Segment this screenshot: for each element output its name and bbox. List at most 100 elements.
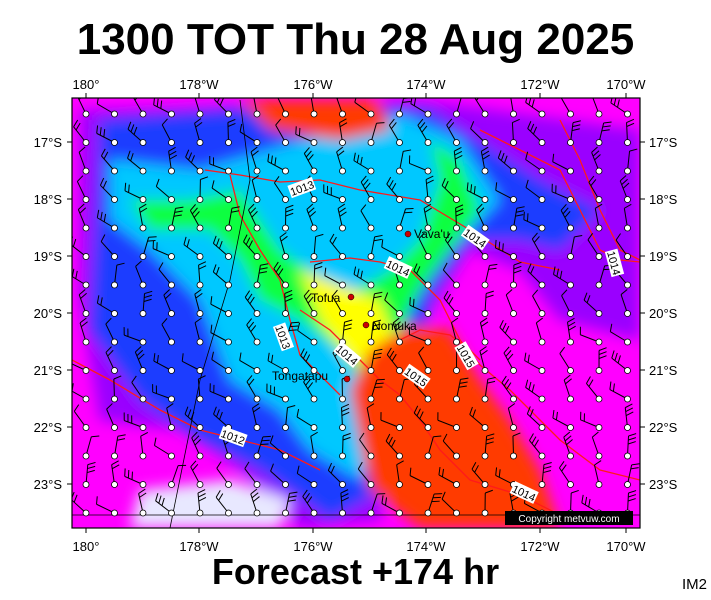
station-circle bbox=[424, 424, 432, 431]
wind-barb-flag bbox=[309, 211, 317, 218]
lon-label: 180° bbox=[73, 539, 100, 554]
wind-barb-flag bbox=[619, 175, 627, 182]
station-circle bbox=[624, 424, 631, 431]
wind-barb-flag bbox=[86, 469, 95, 474]
lon-label: 176°W bbox=[293, 77, 333, 92]
station-circle bbox=[310, 167, 318, 175]
wind-barb-flag bbox=[197, 489, 206, 494]
wind-barb-flag bbox=[588, 379, 594, 387]
station-circle bbox=[196, 367, 204, 374]
wind-barb-flag bbox=[195, 121, 203, 128]
station-circle bbox=[168, 253, 175, 260]
place-marker-vavau bbox=[404, 230, 412, 238]
station-circle bbox=[624, 281, 631, 289]
copyright-background bbox=[505, 511, 633, 525]
wind-barb-flag bbox=[391, 183, 397, 191]
wind-barb-flag bbox=[200, 176, 209, 180]
isobar-label-bg bbox=[509, 481, 539, 504]
wind-barb-flag bbox=[504, 325, 510, 334]
wind-barb-flag bbox=[441, 491, 446, 500]
wind-barb-flag bbox=[153, 437, 157, 446]
wind-barb-flag bbox=[374, 291, 383, 295]
wind-barb-flag bbox=[198, 265, 207, 270]
wind-barb-flag bbox=[174, 210, 183, 213]
wind-barb-flag bbox=[285, 204, 294, 209]
station-circle bbox=[453, 338, 460, 346]
wind-barb-flag bbox=[626, 118, 635, 123]
wind-barb-flag bbox=[443, 290, 449, 299]
station-circle bbox=[567, 424, 574, 431]
wind-barb-flag bbox=[304, 492, 310, 501]
station-circle bbox=[424, 367, 432, 374]
wind-barb-flag bbox=[250, 146, 258, 153]
station-circle bbox=[367, 196, 375, 203]
wind-barb-flag bbox=[96, 295, 100, 304]
station-circle bbox=[310, 395, 318, 403]
wind-barb-flag bbox=[80, 321, 88, 328]
wind-barb-flag bbox=[601, 129, 610, 132]
wind-barb-flag bbox=[594, 154, 601, 161]
wind-barb-flag bbox=[454, 147, 462, 152]
wind-barb-flag bbox=[395, 325, 403, 332]
station-circle bbox=[453, 481, 460, 488]
station-circle bbox=[396, 224, 403, 232]
wind-barb-flag bbox=[471, 462, 477, 470]
station-circle bbox=[396, 253, 403, 260]
wind-barb-flag bbox=[386, 176, 392, 185]
wind-barb-flag bbox=[585, 376, 591, 384]
wind-barb-flag bbox=[336, 146, 344, 153]
station-circle bbox=[168, 481, 175, 488]
wind-barb-flag bbox=[590, 179, 597, 187]
wind-barb-flag bbox=[574, 235, 583, 238]
wind-barb-flag bbox=[135, 260, 142, 267]
wind-barb-flag bbox=[489, 263, 498, 266]
wind-barb-flag bbox=[251, 175, 260, 181]
wind-barb-flag bbox=[96, 98, 99, 104]
wind-barb-flag bbox=[438, 466, 441, 476]
wind-barb-flag bbox=[594, 460, 602, 466]
wind-barb-flag bbox=[536, 317, 544, 324]
wind-barb-flag bbox=[531, 436, 537, 444]
station-circle bbox=[282, 481, 289, 488]
station-circle bbox=[538, 253, 546, 260]
wind-barb-flag bbox=[330, 465, 335, 474]
wind-barb-flag bbox=[128, 184, 130, 193]
wind-barb-flag bbox=[563, 374, 571, 381]
wind-barb-flag bbox=[305, 150, 312, 158]
station-circle bbox=[225, 253, 232, 260]
wind-barb-flag bbox=[253, 90, 260, 94]
wind-barb-flag bbox=[198, 497, 207, 502]
station-circle bbox=[567, 167, 574, 175]
station-circle bbox=[253, 481, 261, 488]
wind-barb-flag bbox=[339, 118, 347, 124]
wind-barb-flag bbox=[198, 261, 207, 266]
station-circle bbox=[139, 196, 147, 203]
wind-barb-flag bbox=[447, 236, 453, 244]
station-circle bbox=[282, 253, 289, 260]
wind-barb-flag bbox=[476, 98, 479, 101]
wind-barb-flag bbox=[212, 235, 217, 244]
wind-barb-flag bbox=[486, 433, 495, 437]
wind-barb-flag bbox=[442, 262, 448, 271]
wind-barb-flag bbox=[100, 148, 106, 157]
wind-barb-flag bbox=[454, 151, 463, 156]
wind-barb-flag bbox=[572, 124, 581, 128]
wind-barb-flag bbox=[252, 403, 260, 409]
wind-barb-flag bbox=[444, 180, 449, 189]
station-circle bbox=[282, 424, 289, 431]
wind-barb-flag bbox=[586, 295, 591, 304]
station-circle bbox=[424, 110, 432, 118]
wind-barb-flag bbox=[356, 154, 360, 163]
station-circle bbox=[253, 110, 261, 118]
station-circle bbox=[481, 424, 489, 431]
wind-barb-flag bbox=[102, 180, 107, 189]
station-circle bbox=[595, 253, 603, 260]
wind-barb-flag bbox=[305, 293, 312, 300]
station-circle bbox=[253, 139, 261, 146]
station-circle bbox=[196, 110, 204, 118]
wind-barb-flag bbox=[409, 297, 411, 306]
wind-barb-flag bbox=[524, 352, 527, 361]
wind-barb-flag bbox=[516, 210, 525, 213]
wind-barb-flag bbox=[288, 329, 297, 331]
station-circle bbox=[510, 424, 517, 431]
